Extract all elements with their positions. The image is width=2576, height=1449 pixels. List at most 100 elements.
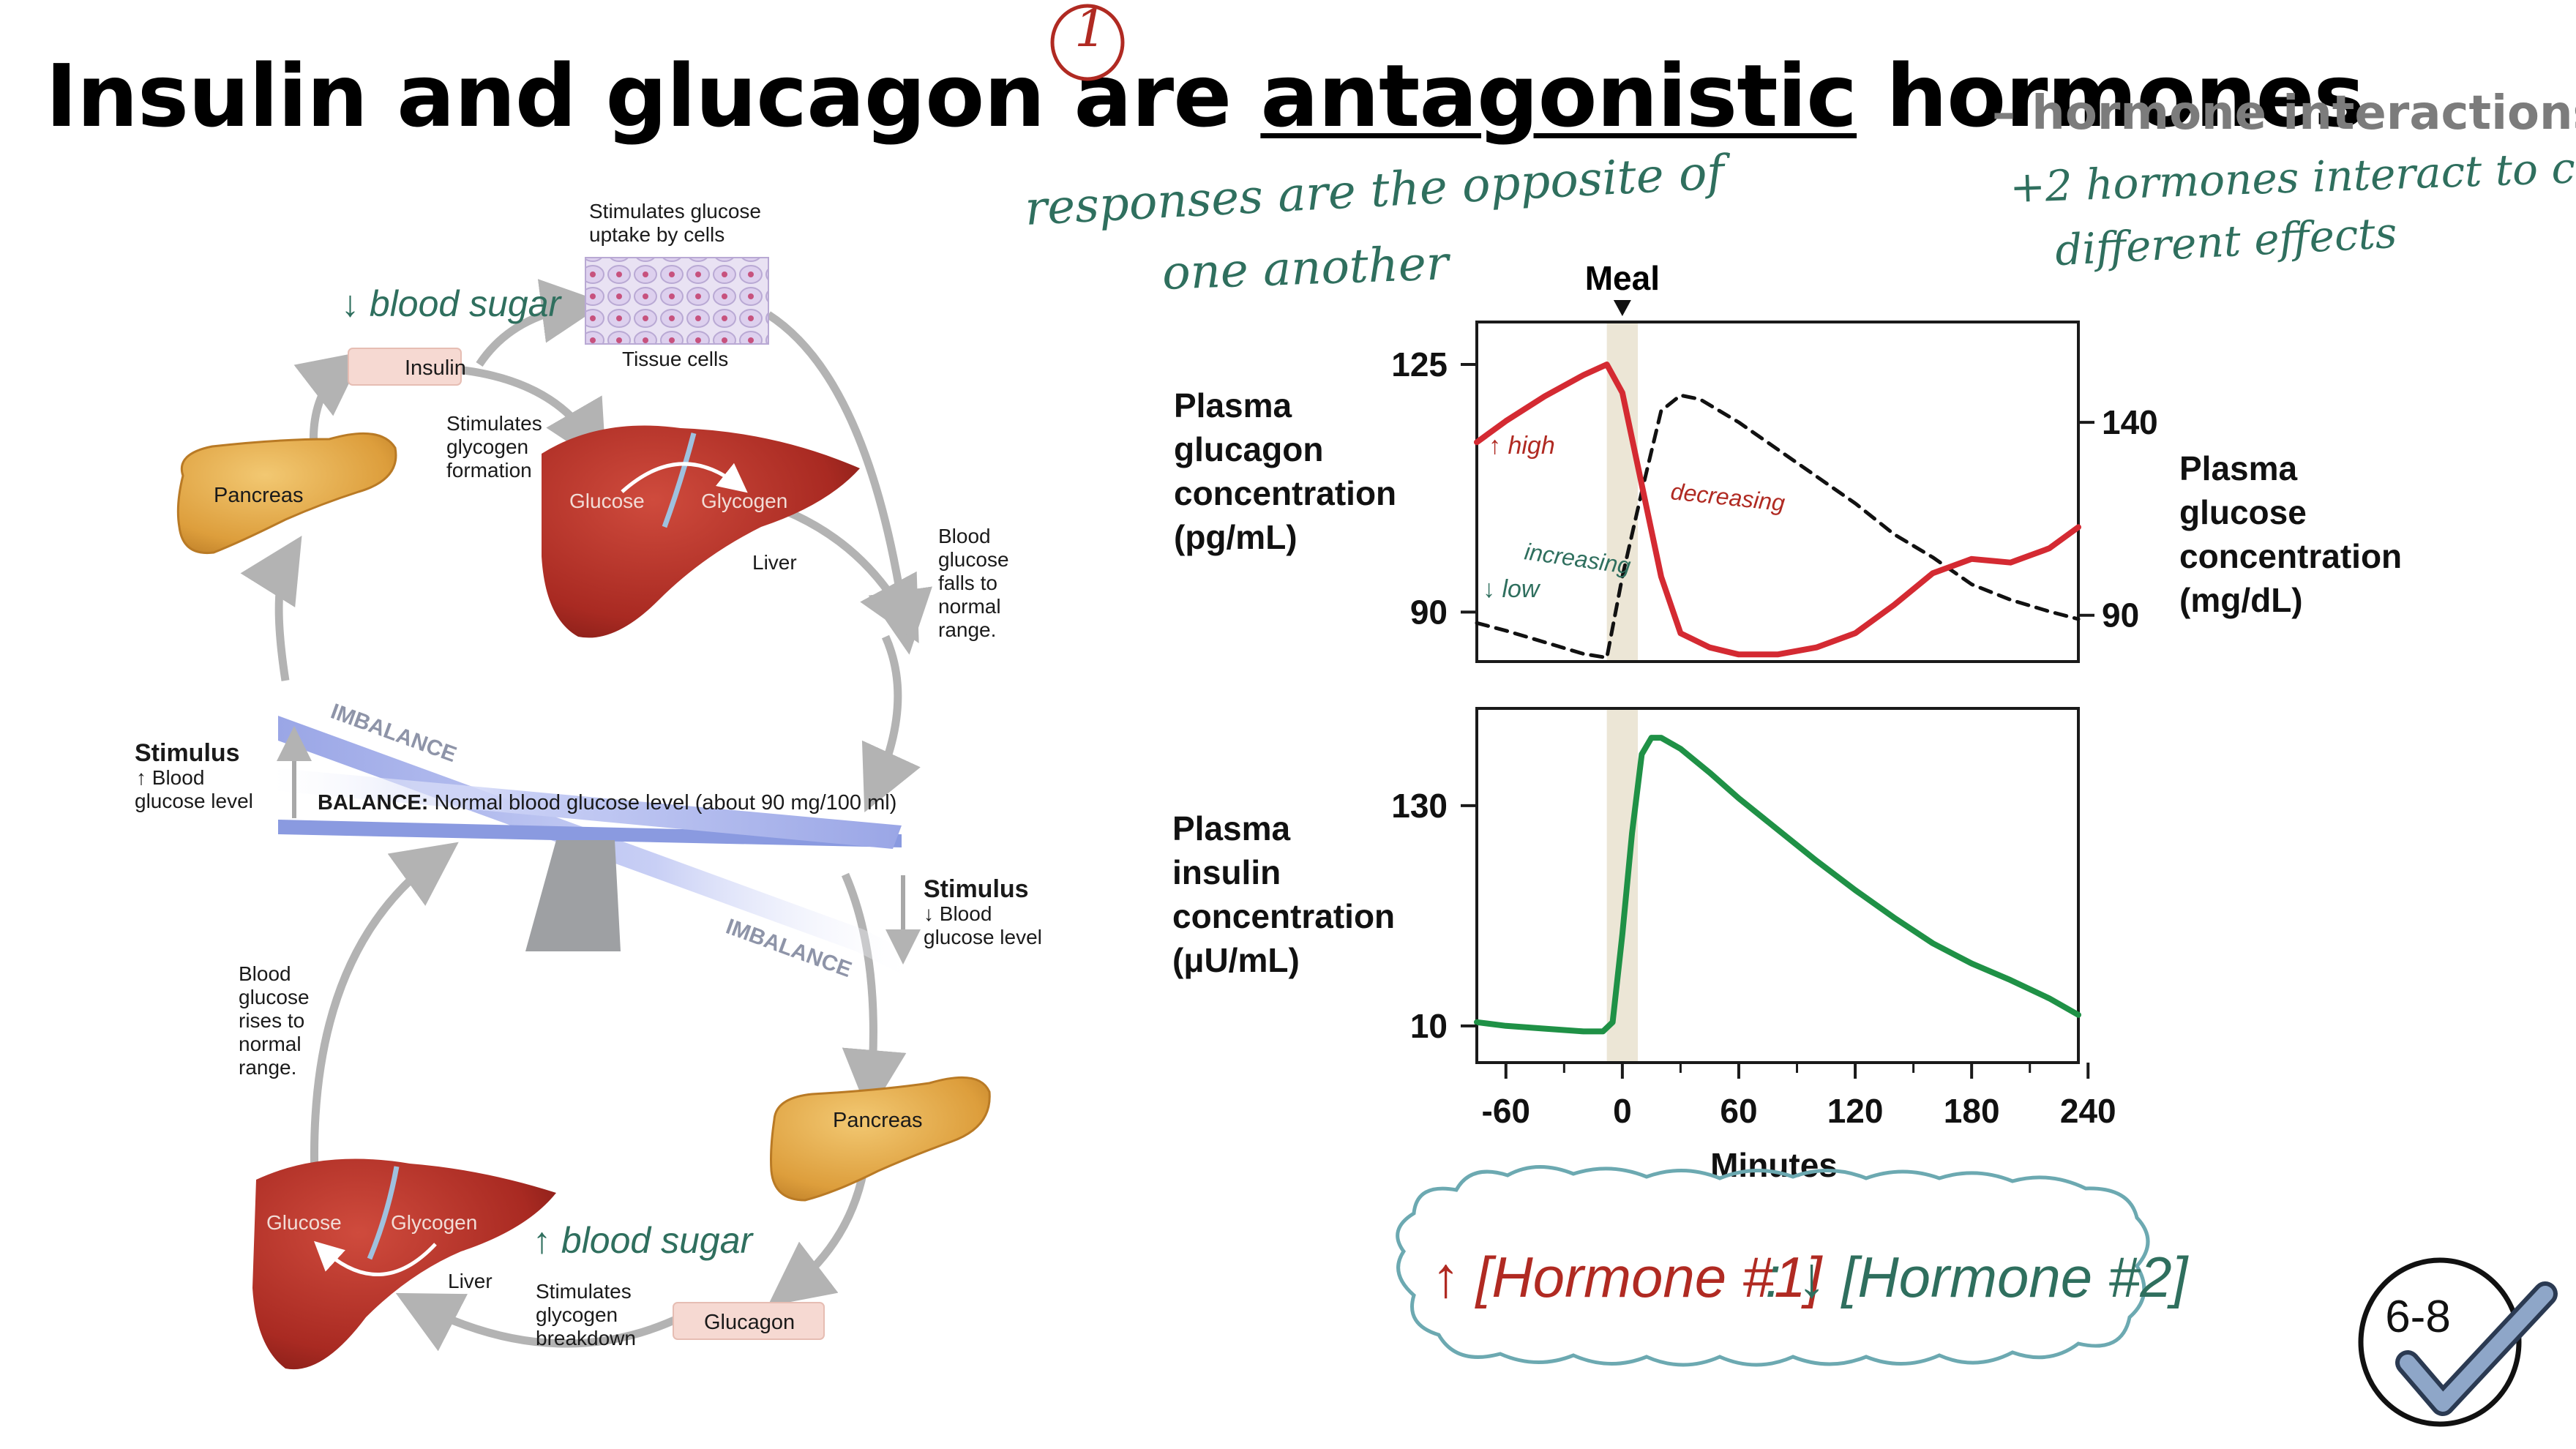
homeostasis-diagram: Stimulates glucose uptake by cells Tissu… [135,200,1042,1370]
rises-line-5: range. [239,1056,296,1079]
insulin-label: Insulin [405,356,466,380]
glucose-top-label: Glucose [569,490,645,512]
liver-top-label: Liver [752,551,797,574]
fulcrum [525,840,621,951]
arrow-tissue-to-falls [766,311,932,655]
arrow-pancreas-to-glucagon [767,1169,868,1307]
title-part-antagonistic: antagonistic [1260,45,1857,146]
falls-line-1: Blood [938,525,991,547]
stimulates-breakdown-line-2: glycogen [536,1303,618,1326]
x-tick-label-60: 60 [1720,1092,1757,1130]
decreasing-note: decreasing [1669,478,1786,516]
falls-line-4: normal [938,595,1001,618]
stimulus-bottom-line-2: ↓ Blood [924,902,992,925]
glycogen-top-label: Glycogen [701,490,787,512]
insulin-ylabel-line-1: Plasma [1172,809,1291,847]
insulin-chart-frame [1475,707,2080,1064]
falls-line-2: glucose [938,548,1009,571]
progress-badge: 6-8 [2358,1257,2558,1427]
high-note: ↑ high [1489,432,1555,460]
insulin-ylabel-line-4: (μU/mL) [1172,941,1300,979]
charts-group: 90 140 90 125 10 130 -60 0 60 120 180 240 Meal Plas… [1172,259,2402,1184]
balance-description: Normal blood glucose level (about 90 mg/… [428,791,896,815]
balance-label: BALANCE: [318,791,428,815]
circle-number-ring [1050,4,1125,81]
title-part-1: Insulin and glucagon are [45,45,1261,146]
glucose-ylabel-line-1: Plasma [2179,449,2298,487]
balance-text: BALANCE: Normal blood glucose level (abo… [318,791,896,815]
pancreas-bottom-label: Pancreas [833,1109,923,1132]
x-tick-label-240: 240 [2060,1092,2116,1130]
glucagon-label: Glucagon [704,1311,795,1334]
glucose-series-ytick-label-140: 140 [2102,403,2158,441]
tissue-cells-label: Tissue cells [622,348,728,370]
pancreas-top-label: Pancreas [214,484,304,507]
insulin-box [348,348,462,386]
slide-title: Insulin and glucagon are antagonistic ho… [45,45,2365,146]
balance-beam [278,820,902,847]
checkmark-icon-fill [2400,1286,2553,1412]
blood-sugar-down-note: ↓ blood sugar [341,283,563,324]
glucose-to-glycogen-arrow [621,462,748,493]
stimulates-formation-line-3: formation [446,459,532,482]
glucose-ylabel-line-4: (mg/dL) [2179,581,2303,619]
stimulus-top-title: Stimulus [135,739,240,767]
glucagon-ylabel-line-2: glucagon [1174,430,1323,468]
meal-label: Meal [1585,259,1660,297]
glucagon-glucose-chart-frame [1475,321,2080,663]
stimulus-bottom-line-3: glucose level [924,926,1042,948]
stimulus-top-line-3: glucose level [135,790,253,812]
glucagon-ylabel-line-4: (pg/mL) [1174,518,1298,556]
title-part-3: hormones [1857,45,2365,146]
pancreas-bottom-image [770,1076,991,1202]
glucagon-series-line [1474,362,2081,658]
blood-sugar-up-note: ↑ blood sugar [533,1220,755,1261]
badge-circle [2358,1257,2522,1427]
arrow-imbalance-to-pancreas [240,536,302,681]
summary-colon: : [1765,1245,1781,1309]
rises-line-2: glucose [239,986,310,1008]
falls-line-3: falls to [938,572,997,594]
x-tick-label-120: 120 [1827,1092,1884,1130]
glucagon-ylabel-line-1: Plasma [1174,386,1292,424]
stimulates-breakdown-line-1: Stimulates [536,1280,632,1303]
slide-subtitle: – hormone interactions [1992,86,2576,141]
insulin-series-ytick-label-10: 10 [1410,1007,1448,1045]
glucagon-box [673,1302,825,1340]
glucose-ylabel-line-3: concentration [2179,537,2402,575]
pancreas-top-image [176,432,397,555]
summary-hormone-1: ↑ [Hormone #1] [1431,1245,1824,1309]
summary-cloud [1396,1165,2150,1367]
x-tick-label--60: -60 [1482,1092,1530,1130]
imbalance-beam-bottom [271,768,902,849]
arrow-to-balance-top [861,634,921,813]
liver-bottom-label: Liver [448,1270,493,1292]
glucose-series-ytick-label-90: 90 [2102,596,2139,634]
x-tick-label-0: 0 [1613,1092,1632,1130]
meal-marker [1613,300,1631,316]
glucose-bottom-label: Glucose [266,1211,342,1234]
badge-text: 6-8 [2385,1292,2451,1342]
arrow-imbalance-to-pancreas-bottom [841,872,907,1115]
stimulates-breakdown-line-3: breakdown [536,1327,636,1349]
summary-hormone-2: ↓ [Hormone #2] [1797,1245,2190,1309]
arrow-glucagon-to-liver [395,1292,683,1352]
glycogen-to-glucose-arrow [313,1240,437,1277]
arrow-insulin-to-liver [457,365,607,468]
glucose-series-line [1475,393,2081,660]
stimulates-uptake-line-1: Stimulates glucose [589,200,761,222]
liver-top-vessel [662,433,697,528]
insulin-series-line [1474,735,2081,1035]
glucagon-series-ytick-label-90: 90 [1410,593,1448,631]
rises-line-3: rises to [239,1009,304,1032]
insulin-ylabel-line-2: insulin [1172,853,1281,891]
stimulus-bottom-title: Stimulus [924,875,1029,903]
stimulus-top-line-2: ↑ Blood [136,766,204,789]
stimulates-formation-line-2: glycogen [446,435,528,458]
tissue-cells-image [585,257,769,345]
insulin-series-ytick-label-130: 130 [1391,787,1448,825]
x-tick-label-180: 180 [1944,1092,2000,1130]
stimulates-formation-line-1: Stimulates [446,412,542,435]
arrow-rises-to-balance [310,842,459,1179]
